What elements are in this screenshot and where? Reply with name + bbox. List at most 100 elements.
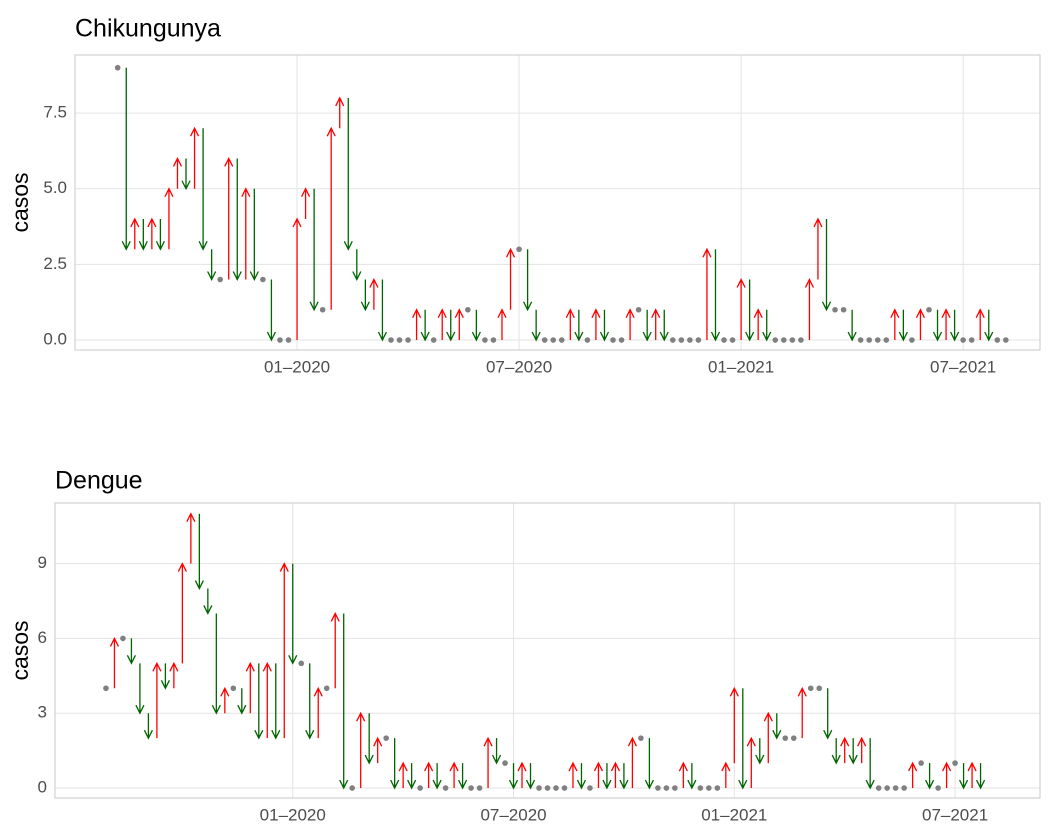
change-arrow <box>300 187 311 219</box>
change-arrow <box>254 663 264 740</box>
change-arrow <box>531 309 541 342</box>
change-arrow <box>194 513 204 590</box>
point <box>678 337 685 343</box>
point <box>706 785 712 791</box>
change-arrow <box>271 663 281 740</box>
panel-border <box>74 54 1041 351</box>
point <box>782 735 789 741</box>
point <box>482 337 488 343</box>
change-arrow <box>738 688 748 790</box>
change-arrow <box>369 278 379 310</box>
x-tick-label: 01–2020 <box>264 357 330 376</box>
point <box>417 785 423 791</box>
change-arrow <box>729 686 739 764</box>
change-arrow <box>942 761 952 789</box>
change-arrow <box>721 761 731 789</box>
point <box>790 735 797 741</box>
change-arrow <box>398 761 408 789</box>
change-arrow <box>313 686 323 739</box>
change-arrow <box>356 711 366 789</box>
change-arrow <box>950 309 960 342</box>
point <box>260 276 266 283</box>
change-arrow <box>198 128 208 251</box>
point <box>610 337 616 343</box>
change-arrow <box>687 763 697 790</box>
change-arrow <box>755 738 765 765</box>
point <box>230 685 237 692</box>
point <box>553 785 559 791</box>
point <box>558 337 565 343</box>
change-arrow <box>211 613 221 715</box>
change-arrow <box>642 309 652 342</box>
change-arrow <box>599 309 610 342</box>
change-arrow <box>339 613 349 790</box>
point <box>383 735 389 741</box>
point <box>584 337 591 343</box>
change-arrow <box>121 67 131 251</box>
change-arrow <box>591 308 601 341</box>
point <box>669 337 676 343</box>
change-arrow <box>840 736 850 764</box>
point <box>1003 337 1009 343</box>
y-tick-label: 6 <box>38 628 47 647</box>
point <box>298 660 305 667</box>
change-arrow <box>491 738 502 765</box>
x-tick-label: 07–2021 <box>930 357 996 376</box>
change-arrow <box>207 249 217 281</box>
point <box>884 785 890 791</box>
change-arrow <box>813 217 823 280</box>
change-arrow <box>525 763 536 790</box>
point <box>994 337 1001 343</box>
point <box>697 785 704 791</box>
point <box>883 337 890 343</box>
change-arrow <box>412 308 422 341</box>
point <box>323 685 330 692</box>
chart-title: Chikungunya <box>75 15 221 43</box>
change-arrow <box>505 247 516 310</box>
change-arrow <box>847 309 857 342</box>
point <box>874 337 881 343</box>
change-arrow <box>508 763 519 790</box>
change-arrow <box>266 279 276 342</box>
change-arrow <box>593 761 604 789</box>
change-arrow <box>975 763 986 790</box>
change-arrow <box>189 126 200 189</box>
point <box>952 760 958 766</box>
point <box>807 685 814 692</box>
change-arrow <box>857 736 867 764</box>
point <box>832 306 838 313</box>
change-arrow <box>241 187 251 280</box>
panel-border <box>54 502 1041 799</box>
point <box>114 64 121 71</box>
change-arrow <box>155 218 165 251</box>
point <box>405 337 411 343</box>
change-arrow <box>203 588 213 615</box>
point <box>635 306 642 313</box>
point <box>840 306 847 313</box>
change-arrow <box>420 309 430 342</box>
change-arrow <box>343 97 353 251</box>
change-arrow <box>152 661 162 739</box>
change-arrow <box>245 661 255 714</box>
change-arrow <box>898 309 908 342</box>
change-arrow <box>925 763 935 790</box>
change-arrow <box>483 736 493 789</box>
point <box>285 337 292 343</box>
point <box>502 760 508 766</box>
change-arrow <box>958 763 969 790</box>
point <box>465 306 471 313</box>
chart-title: Dengue <box>55 467 143 495</box>
change-arrow <box>576 763 587 790</box>
point <box>442 785 449 791</box>
y-tick-label: 5.0 <box>43 178 67 197</box>
change-arrow <box>848 738 858 765</box>
change-arrow <box>360 279 370 312</box>
y-axis-label: casos <box>7 172 33 232</box>
change-arrow <box>762 309 772 342</box>
point <box>866 337 873 343</box>
x-tick-label: 01–2021 <box>708 357 774 376</box>
change-arrow <box>135 663 145 715</box>
change-arrow <box>908 761 918 789</box>
change-arrow <box>181 158 191 191</box>
